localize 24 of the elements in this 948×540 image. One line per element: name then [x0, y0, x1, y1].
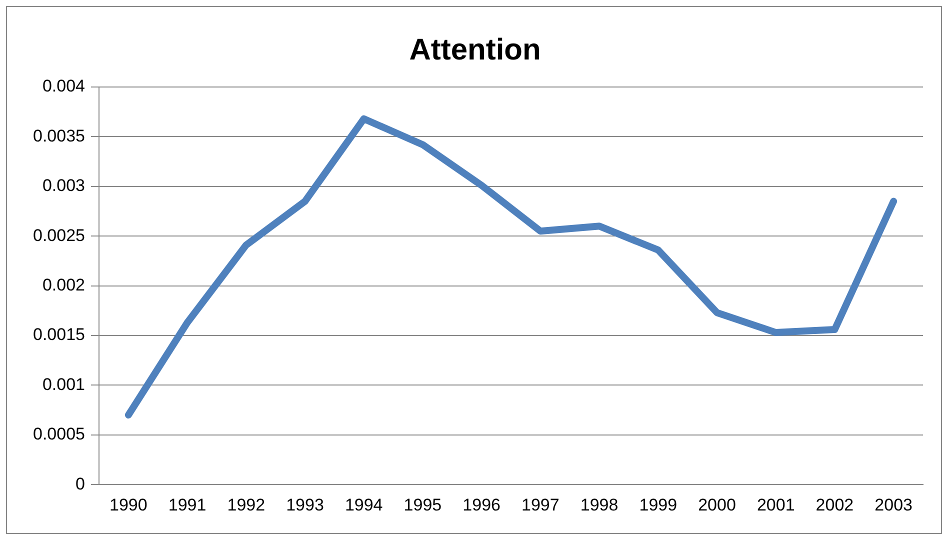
x-tick-label: 1996: [462, 495, 500, 514]
x-tick-label: 1999: [639, 495, 678, 514]
y-tick-label: 0.003: [42, 176, 85, 196]
x-tick-label: 1990: [110, 495, 148, 514]
x-tick-label: 2000: [698, 495, 736, 514]
x-tick-label: 1993: [286, 495, 324, 514]
x-tick-label: 1991: [168, 495, 206, 514]
y-tick-label: 0.0035: [32, 126, 85, 146]
x-tick-label: 1998: [580, 495, 618, 514]
y-tick-label: 0.004: [42, 76, 85, 96]
y-tick-label: 0.002: [42, 275, 85, 294]
x-tick-label: 1994: [344, 495, 383, 514]
y-tick-label: 0.0005: [32, 424, 85, 444]
x-tick-label: 1992: [227, 495, 266, 514]
x-tick-label: 2003: [874, 495, 912, 514]
y-tick-label: 0.0025: [32, 226, 85, 245]
x-tick-label: 1995: [404, 495, 442, 514]
chart-title: Attention: [409, 33, 541, 66]
y-tick-label: 0.001: [42, 374, 85, 394]
x-tick-label: 1997: [522, 495, 560, 514]
y-tick-label: 0: [76, 474, 85, 494]
x-tick-label: 2002: [816, 495, 854, 514]
x-tick-label: 2001: [756, 495, 795, 514]
y-tick-label: 0.0015: [32, 325, 85, 344]
